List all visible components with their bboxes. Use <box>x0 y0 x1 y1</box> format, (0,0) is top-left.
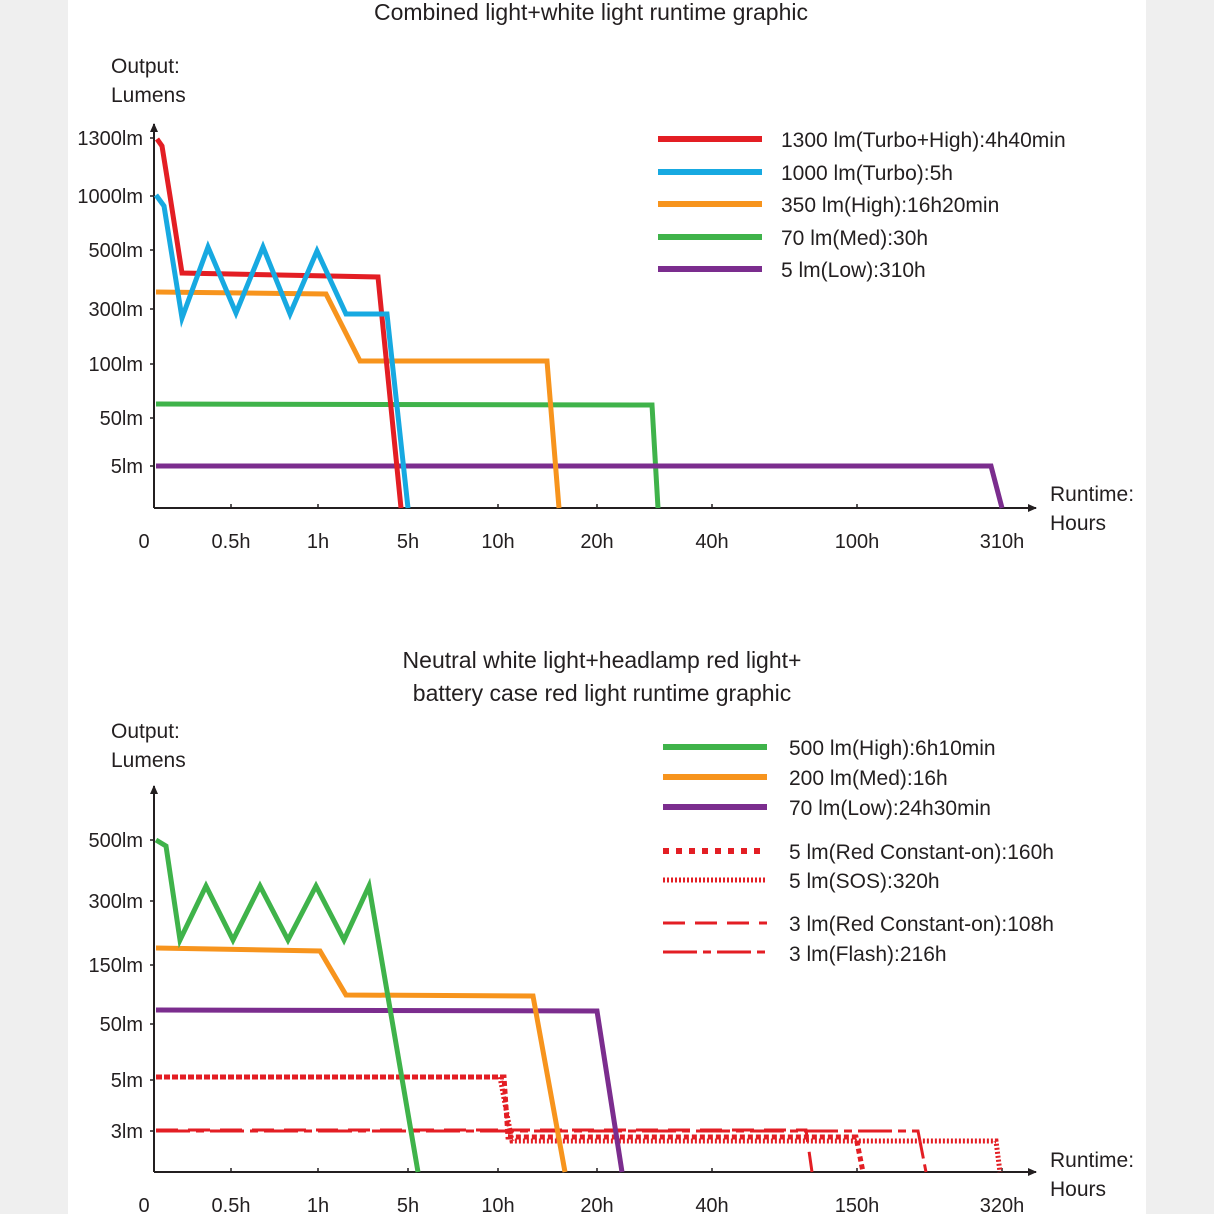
y-tick-label: 50lm <box>100 408 143 430</box>
y-tick-label: 300lm <box>89 299 143 321</box>
chart-1-ylabel-line-2: Lumens <box>111 84 186 107</box>
legend-label: 5 lm(Low):310h <box>781 259 926 282</box>
chart-2-title-line-2: battery case red light runtime graphic <box>413 680 791 706</box>
series-blue-1000lm <box>153 193 411 509</box>
y-tick-label: 300lm <box>89 891 143 913</box>
y-tick-label: 5lm <box>111 1070 143 1092</box>
x-tick-label: 10h <box>481 531 514 553</box>
x-tick-label: 0.5h <box>212 531 251 553</box>
series-orange-350lm <box>155 289 562 509</box>
legend-label: 350 lm(High):16h20min <box>781 194 999 217</box>
series-green-500lm <box>154 837 421 1173</box>
chart-2-legend: 500 lm(High):6h10min 200 lm(Med):16h 70 … <box>663 737 1054 966</box>
y-tick-label: 500lm <box>89 830 143 852</box>
x-tick-label: 20h <box>580 1195 613 1214</box>
legend-label: 70 lm(Med):30h <box>781 227 928 250</box>
chart-1-series <box>153 137 1005 509</box>
x-tick-label: 0 <box>138 1195 149 1214</box>
chart-2-ylabel-line-2: Lumens <box>111 749 186 772</box>
x-tick-label: 320h <box>980 1195 1025 1214</box>
y-tick-label: 5lm <box>111 456 143 478</box>
legend-label: 200 lm(Med):16h <box>789 767 948 790</box>
chart-1-legend: 1300 lm(Turbo+High):4h40min 1000 lm(Turb… <box>658 129 1066 282</box>
y-tick-label: 1300lm <box>77 128 143 150</box>
x-tick-label: 10h <box>481 1195 514 1214</box>
y-tick-label: 3lm <box>111 1121 143 1143</box>
legend-label: 3 lm(Flash):216h <box>789 943 947 966</box>
chart-1-x-ticks: 0 0.5h 1h 5h 10h 20h 40h 100h 310h <box>138 504 1024 553</box>
y-tick-label: 500lm <box>89 240 143 262</box>
chart-1-xlabel-line-1: Runtime: <box>1050 483 1134 506</box>
y-tick-label: 150lm <box>89 955 143 977</box>
legend-label: 1000 lm(Turbo):5h <box>781 162 953 185</box>
x-tick-label: 1h <box>307 1195 329 1214</box>
chart-2-xlabel-line-2: Hours <box>1050 1178 1106 1201</box>
chart-1: Combined light+white light runtime graph… <box>77 0 1134 553</box>
series-red-sos-5lm <box>156 1074 1003 1173</box>
x-tick-label: 100h <box>835 531 880 553</box>
chart-2-ylabel-line-1: Output: <box>111 720 180 743</box>
legend-label: 1300 lm(Turbo+High):4h40min <box>781 129 1066 152</box>
chart-2-x-ticks: 0 0.5h 1h 5h 10h 20h 40h 150h 320h <box>138 1168 1024 1214</box>
chart-1-y-ticks: 1300lm 1000lm 500lm 300lm 100lm 50lm 5lm <box>77 128 154 478</box>
y-tick-label: 50lm <box>100 1014 143 1036</box>
y-tick-label: 1000lm <box>77 186 143 208</box>
x-tick-label: 40h <box>695 531 728 553</box>
x-tick-label: 0 <box>138 531 149 553</box>
series-red-square-dot-5lm <box>156 1074 866 1173</box>
x-tick-label: 0.5h <box>212 1195 251 1214</box>
series-purple-5lm <box>156 463 1005 509</box>
chart-2: Neutral white light+headlamp red light+ … <box>89 647 1135 1214</box>
x-tick-label: 5h <box>397 531 419 553</box>
legend-label: 70 lm(Low):24h30min <box>789 797 991 820</box>
series-green-70lm <box>155 401 661 509</box>
chart-2-title-line-1: Neutral white light+headlamp red light+ <box>403 647 802 673</box>
series-orange-200lm <box>155 945 568 1173</box>
x-tick-label: 1h <box>307 531 329 553</box>
series-red-1300lm <box>154 137 404 509</box>
x-tick-label: 150h <box>835 1195 880 1214</box>
legend-label: 500 lm(High):6h10min <box>789 737 996 760</box>
chart-2-xlabel-line-1: Runtime: <box>1050 1149 1134 1172</box>
chart-2-y-ticks: 500lm 300lm 150lm 50lm 5lm 3lm <box>89 830 154 1143</box>
chart-2-series <box>154 837 1003 1173</box>
y-tick-label: 100lm <box>89 354 143 376</box>
series-red-dashdot-3lm-flash <box>156 1129 928 1173</box>
chart-1-xlabel-line-2: Hours <box>1050 512 1106 535</box>
chart-1-ylabel-line-1: Output: <box>111 55 180 78</box>
x-tick-label: 20h <box>580 531 613 553</box>
chart-1-title: Combined light+white light runtime graph… <box>374 0 808 25</box>
x-tick-label: 40h <box>695 1195 728 1214</box>
series-red-dashed-3lm <box>156 1128 814 1173</box>
legend-label: 5 lm(SOS):320h <box>789 870 940 893</box>
legend-label: 5 lm(Red Constant-on):160h <box>789 841 1054 864</box>
legend-label: 3 lm(Red Constant-on):108h <box>789 913 1054 936</box>
x-tick-label: 310h <box>980 531 1025 553</box>
series-purple-70lm <box>155 1007 625 1173</box>
x-tick-label: 5h <box>397 1195 419 1214</box>
